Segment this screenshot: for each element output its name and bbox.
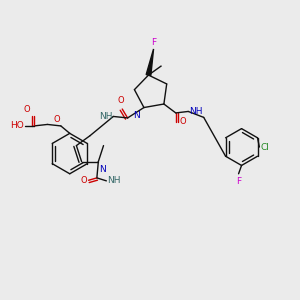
Text: O: O [118, 97, 124, 106]
Text: HO: HO [10, 122, 24, 130]
Text: O: O [53, 115, 60, 124]
Text: O: O [24, 105, 31, 114]
Text: NH: NH [108, 176, 121, 185]
Polygon shape [146, 49, 154, 76]
Text: NH: NH [189, 107, 203, 116]
Text: N: N [134, 110, 140, 119]
Text: F: F [151, 38, 156, 46]
Text: O: O [179, 117, 186, 126]
Text: F: F [236, 177, 241, 186]
Text: NH: NH [99, 112, 112, 121]
Text: N: N [100, 165, 106, 174]
Text: O: O [80, 176, 87, 185]
Text: Cl: Cl [261, 142, 269, 152]
